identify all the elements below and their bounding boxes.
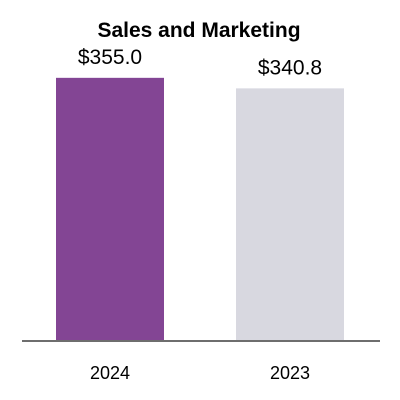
bar-2023 — [236, 88, 344, 341]
x-tick-labels-layer: 2024 2023 — [90, 363, 310, 383]
x-tick-label-2023: 2023 — [270, 363, 310, 383]
x-tick-label-2024: 2024 — [90, 363, 130, 383]
chart-title: Sales and Marketing — [97, 19, 300, 42]
data-label-2023: $340.8 — [258, 56, 322, 79]
bar-2024 — [56, 77, 164, 341]
bars-layer — [56, 77, 344, 341]
data-labels-layer: $355.0 $340.8 — [78, 46, 322, 80]
data-label-2024: $355.0 — [78, 46, 142, 69]
